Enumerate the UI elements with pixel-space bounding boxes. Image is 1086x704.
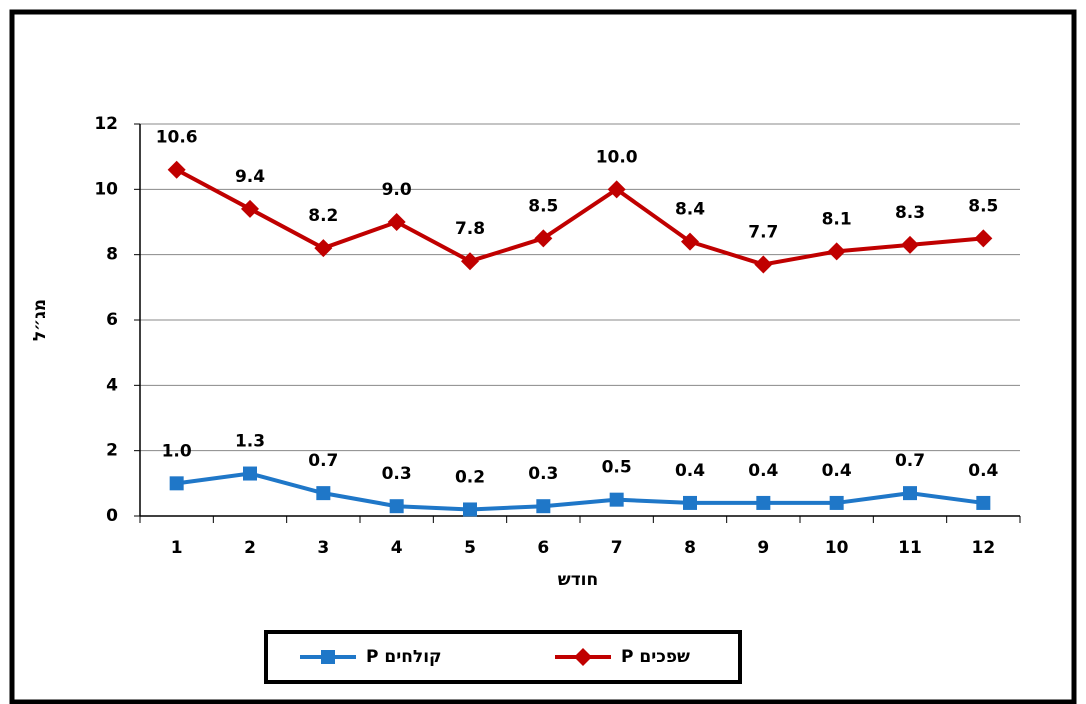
data-label: 8.2 — [308, 206, 338, 226]
data-point — [167, 160, 186, 179]
data-label: 0.5 — [602, 458, 632, 478]
data-label: 0.4 — [675, 461, 705, 481]
data-point — [683, 495, 697, 510]
y-axis-label: מג״ל — [30, 299, 50, 341]
y-tick-label: 2 — [106, 441, 118, 461]
data-point — [461, 252, 479, 271]
data-label: 0.3 — [528, 464, 558, 484]
x-tick-label: 3 — [317, 538, 329, 558]
data-point — [756, 495, 771, 510]
data-label: 0.4 — [748, 461, 778, 481]
data-label: 0.7 — [895, 451, 925, 471]
x-tick-label: 1 — [171, 538, 183, 558]
data-point — [463, 502, 477, 517]
x-tick-label: 9 — [757, 538, 769, 558]
series-line — [175, 167, 984, 267]
y-tick-label: 10 — [94, 179, 118, 199]
data-label: 9.0 — [382, 180, 412, 200]
data-label: 0.3 — [382, 464, 412, 484]
data-point — [681, 232, 699, 251]
data-point — [536, 499, 551, 514]
y-tick-label: 6 — [106, 310, 118, 330]
data-point — [609, 492, 624, 507]
data-label: 8.5 — [528, 196, 558, 216]
x-tick-label: 12 — [971, 538, 995, 558]
data-label: 0.4 — [968, 461, 998, 481]
y-tick-label: 12 — [94, 114, 118, 134]
legend-label: P קולחים — [366, 647, 442, 667]
frame — [9, 9, 1077, 704]
data-point — [829, 495, 844, 510]
data-label: 1.3 — [235, 432, 265, 452]
data-label: 10.6 — [156, 128, 198, 148]
data-label: 9.4 — [235, 167, 265, 187]
data-point — [534, 229, 553, 248]
data-point — [754, 255, 773, 274]
data-point — [387, 213, 406, 231]
legend-marker — [574, 648, 592, 666]
data-point — [241, 199, 259, 218]
data-point — [316, 486, 331, 501]
data-point — [901, 235, 919, 254]
x-tick-label: 10 — [825, 538, 849, 558]
x-tick-label: 11 — [898, 538, 922, 558]
data-point — [976, 495, 991, 510]
legend-marker — [321, 650, 335, 664]
data-label: 0.7 — [308, 451, 338, 471]
data-point — [974, 229, 993, 248]
data-point — [607, 180, 626, 199]
data-label: 8.3 — [895, 203, 925, 223]
data-label: 10.0 — [596, 147, 638, 167]
data-label: 7.7 — [748, 222, 778, 242]
data-label: 0.2 — [455, 467, 485, 487]
data-point — [827, 242, 846, 261]
data-label: 8.5 — [968, 196, 998, 216]
data-point — [314, 239, 333, 258]
data-label: 8.1 — [822, 209, 852, 229]
data-point — [389, 499, 404, 514]
x-tick-label: 6 — [537, 538, 549, 558]
x-tick-label: 7 — [611, 538, 623, 558]
data-label: 1.0 — [162, 441, 192, 461]
legend-label: P שפכים — [621, 647, 690, 667]
data-label: 8.4 — [675, 200, 705, 220]
x-tick-label: 2 — [244, 538, 256, 558]
x-axis-label: חודש — [558, 570, 598, 590]
data-point — [243, 466, 257, 481]
x-tick-label: 4 — [391, 538, 403, 558]
series-line — [176, 471, 984, 512]
data-point — [169, 476, 184, 491]
x-tick-label: 8 — [684, 538, 696, 558]
x-tick-label: 5 — [464, 538, 476, 558]
y-tick-label: 4 — [106, 375, 118, 395]
y-tick-label: 0 — [106, 506, 118, 526]
y-tick-label: 8 — [106, 245, 118, 265]
data-point — [903, 486, 917, 501]
data-label: 0.4 — [822, 461, 852, 481]
data-label: 7.8 — [455, 219, 485, 239]
